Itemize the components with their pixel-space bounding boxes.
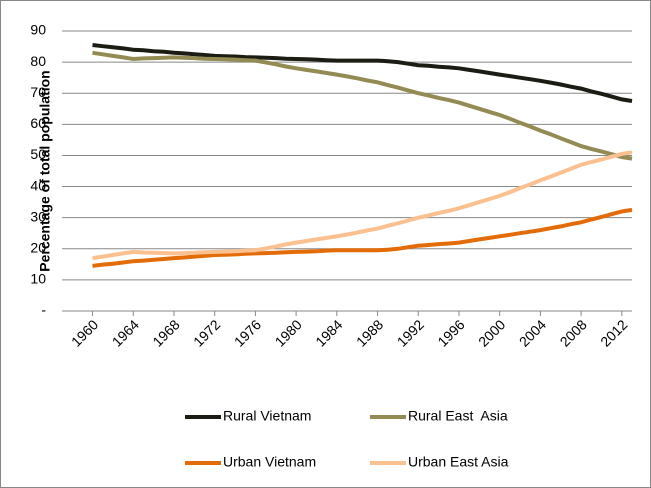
y-tick-label: 40	[30, 177, 46, 193]
y-tick-label: -	[41, 302, 46, 318]
y-axis-label: Percentage of total population	[37, 70, 53, 271]
legend-label: Urban Vietnam	[223, 454, 316, 470]
y-tick-label: 60	[30, 115, 46, 131]
series-line	[92, 207, 633, 268]
legend-label: Rural Vietnam	[223, 408, 311, 424]
series-line	[92, 50, 633, 161]
y-tick-label: 30	[30, 208, 46, 224]
y-tick-label: 20	[30, 239, 46, 255]
y-tick-label: 70	[30, 84, 46, 100]
series-line	[92, 43, 633, 103]
series-line	[92, 150, 633, 261]
y-tick-label: 10	[30, 271, 46, 287]
legend-label: Urban East Asia	[408, 454, 509, 470]
legend-label: Rural East Asia	[408, 408, 508, 424]
y-tick-label: 90	[30, 22, 46, 38]
y-tick-label: 50	[30, 146, 46, 162]
y-tick-label: 80	[30, 53, 46, 69]
